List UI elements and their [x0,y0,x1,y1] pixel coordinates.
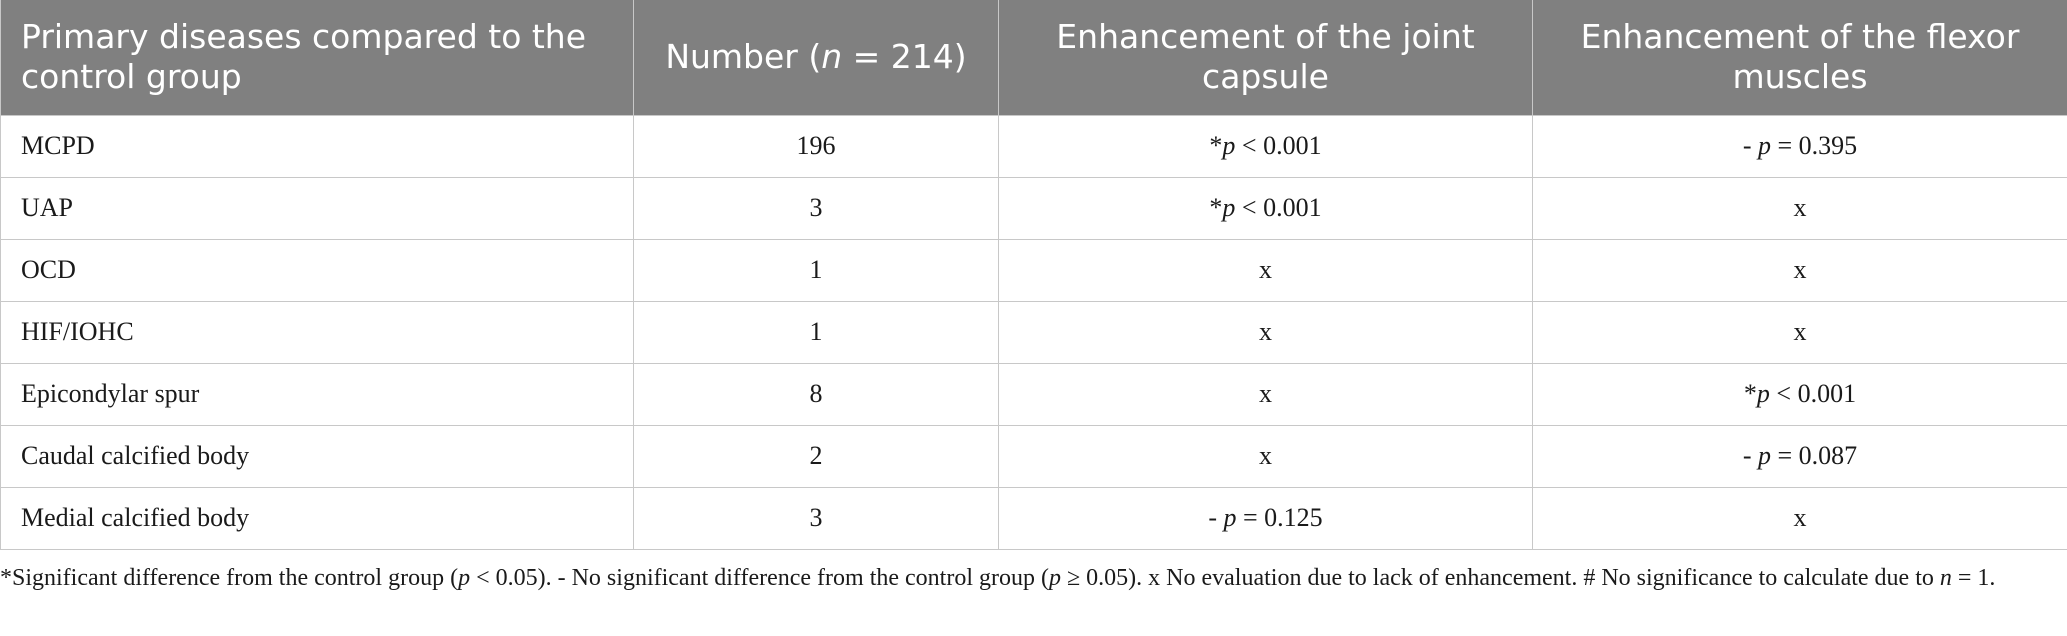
header-row: Primary diseases compared to the control… [0,0,2067,116]
table-cell: HIF/IOHC [0,300,634,364]
table-row: UAP 3 *p < 0.001 x [0,176,2067,240]
table-cell: 1 [633,238,999,302]
table-cell: x [1532,300,2067,364]
table-cell: *p < 0.001 [998,114,1533,178]
table-cell: - p = 0.125 [998,486,1533,550]
header-cell: Primary diseases compared to the control… [0,0,634,116]
table-cell: Epicondylar spur [0,362,634,426]
table-row: Medial calcified body 3- p = 0.125 x [0,486,2067,550]
table-cell: *p < 0.001 [1532,362,2067,426]
table-row: Epicondylar spur 8 x *p < 0.001 [0,362,2067,426]
table-cell: x [1532,238,2067,302]
table-cell: x [998,424,1533,488]
table-cell: UAP [0,176,634,240]
table-row: OCD 1 x x [0,238,2067,302]
table-cell: 2 [633,424,999,488]
table-cell: x [998,300,1533,364]
table-cell: x [998,238,1533,302]
footnote: *Significant difference from the control… [0,564,1996,591]
table-cell: 1 [633,300,999,364]
header-cell: Enhancement of the joint capsule [998,0,1533,116]
header-cell: Enhancement of the flexor muscles [1532,0,2067,116]
table-cell: - p = 0.395 [1532,114,2067,178]
table-cell: Caudal calcified body [0,424,634,488]
table-cell: x [1532,486,2067,550]
table-cell: x [998,362,1533,426]
table-cell: OCD [0,238,634,302]
table-cell: 3 [633,176,999,240]
table-row: MCPD 196 *p < 0.001- p = 0.395 [0,114,2067,178]
table-cell: - p = 0.087 [1532,424,2067,488]
table-row: HIF/IOHC 1 x x [0,300,2067,364]
table-cell: 196 [633,114,999,178]
table-body: MCPD 196 *p < 0.001- p = 0.395 UAP 3 *p < 0.0… [0,114,2067,550]
table-cell: 8 [633,362,999,426]
table-cell: x [1532,176,2067,240]
data-table: Primary diseases compared to the control… [0,0,2067,550]
table-row: Caudal calcified body 2 x - p = 0.087 [0,424,2067,488]
table-cell: Medial calcified body [0,486,634,550]
header-cell: Number (n = 214) [633,0,999,116]
table-cell: MCPD [0,114,634,178]
table-cell: 3 [633,486,999,550]
table-cell: *p < 0.001 [998,176,1533,240]
